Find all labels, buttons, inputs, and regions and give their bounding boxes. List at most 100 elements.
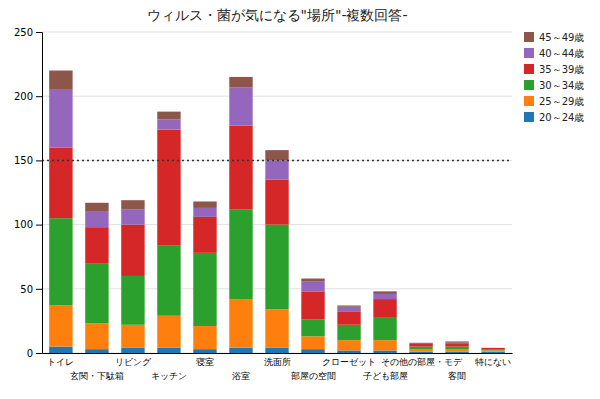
x-tick-label: 寝室 xyxy=(196,357,214,367)
bar xyxy=(265,180,288,225)
x-tick: キッチン xyxy=(151,371,187,381)
y-tick: 100 xyxy=(14,219,42,230)
bar xyxy=(193,253,216,326)
legend-label: 20～24歳 xyxy=(539,112,584,123)
x-axis-line xyxy=(43,353,513,354)
bar xyxy=(193,326,216,349)
bar xyxy=(409,344,432,347)
bar-series xyxy=(49,71,469,343)
x-tick-label: 玄関・下駄箱 xyxy=(70,371,124,381)
y-tick-label: 0 xyxy=(27,348,33,359)
x-tick-label: 特にない xyxy=(475,357,511,367)
grid-line xyxy=(42,32,512,33)
x-tick-label: 部屋の空間 xyxy=(291,371,336,381)
x-tick: 部屋の空間 xyxy=(291,371,336,381)
bar xyxy=(265,150,288,160)
bar xyxy=(445,343,468,344)
bar xyxy=(301,279,324,282)
bar xyxy=(337,307,360,312)
x-tick-label: リビング xyxy=(115,357,152,367)
x-tick: 特にない xyxy=(475,357,511,367)
y-tick: 150 xyxy=(14,155,42,166)
bar xyxy=(229,126,252,209)
bar xyxy=(373,317,396,340)
bar xyxy=(157,119,180,129)
y-tick-label: 250 xyxy=(14,27,33,38)
x-tick: 玄関・下駄箱 xyxy=(70,371,124,381)
bar xyxy=(337,350,360,353)
reference-line xyxy=(42,160,512,162)
legend-item: 30～34歳 xyxy=(524,80,584,91)
legend-swatch xyxy=(524,64,534,74)
legend-item: 25～29歳 xyxy=(524,96,584,107)
bar xyxy=(481,347,504,348)
bar xyxy=(193,208,216,217)
bar xyxy=(301,291,324,319)
bar xyxy=(265,160,288,179)
legend-item: 35～39歳 xyxy=(524,64,584,75)
bar xyxy=(373,340,396,350)
y-tick-label: 50 xyxy=(20,284,33,295)
bar xyxy=(49,218,72,305)
bar xyxy=(445,347,468,350)
bar xyxy=(337,305,360,306)
bar xyxy=(445,352,468,353)
bar xyxy=(193,217,216,253)
bar xyxy=(445,349,468,352)
grid-line xyxy=(42,96,512,97)
bar xyxy=(481,352,504,353)
bar xyxy=(373,291,396,294)
bar xyxy=(229,77,252,87)
bar xyxy=(121,348,144,353)
bar xyxy=(337,325,360,340)
legend-item: 20～24歳 xyxy=(524,112,584,123)
x-tick-label: キッチン xyxy=(151,371,187,381)
bar xyxy=(85,227,108,263)
legend-label: 45～49歳 xyxy=(539,32,584,43)
bar xyxy=(481,350,504,351)
y-tick: 0 xyxy=(27,348,42,359)
bar xyxy=(265,225,288,310)
bar xyxy=(337,340,360,350)
bar xyxy=(49,71,72,90)
y-tick-label: 150 xyxy=(14,155,33,166)
y-tick: 250 xyxy=(14,27,42,38)
bar xyxy=(85,349,108,353)
bar xyxy=(85,323,108,349)
legend-swatch xyxy=(524,32,534,42)
bar xyxy=(157,316,180,348)
bar xyxy=(229,87,252,126)
legend-item: 45～49歳 xyxy=(524,32,584,43)
bar xyxy=(301,281,324,291)
bar xyxy=(373,299,396,317)
x-tick-label: その他の部屋・モデ xyxy=(381,357,463,367)
x-tick-label: 子ども部屋 xyxy=(363,371,408,381)
x-tick: 浴室 xyxy=(232,371,250,381)
title: ウィルス・菌が気になる"場所"-複数回答- xyxy=(147,7,408,23)
x-tick: リビング xyxy=(115,357,152,367)
bar xyxy=(445,344,468,347)
bar xyxy=(157,112,180,120)
y-tick-mark xyxy=(36,353,42,354)
x-tick: トイレ xyxy=(47,357,74,367)
chart: 0 50 100 150 200 250 トイレ玄関・下駄箱 リビングキッチン寝室浴室 洗面所部… xyxy=(0,0,600,399)
x-tick-label: トイレ xyxy=(47,357,74,367)
y-axis-line xyxy=(36,33,43,354)
bar xyxy=(265,348,288,353)
plot: 0 50 100 150 200 250 トイレ玄関・下駄箱 リビングキッチン寝室浴室 洗面所部… xyxy=(14,27,513,382)
y-axis: 0 50 100 150 200 250 xyxy=(14,27,43,359)
bar-series xyxy=(49,87,469,344)
bar xyxy=(121,209,144,224)
y-tick-mark xyxy=(36,32,42,33)
legend-label: 30～34歳 xyxy=(539,80,584,91)
bar xyxy=(121,225,144,276)
bar xyxy=(409,347,432,350)
x-tick-label: 洗面所 xyxy=(264,357,291,367)
bar xyxy=(49,347,72,353)
y-tick-mark xyxy=(36,289,42,290)
legend-swatch xyxy=(524,112,534,122)
bar xyxy=(121,325,144,348)
y-tick: 200 xyxy=(14,91,42,102)
bar xyxy=(49,305,72,346)
bar xyxy=(409,343,432,344)
